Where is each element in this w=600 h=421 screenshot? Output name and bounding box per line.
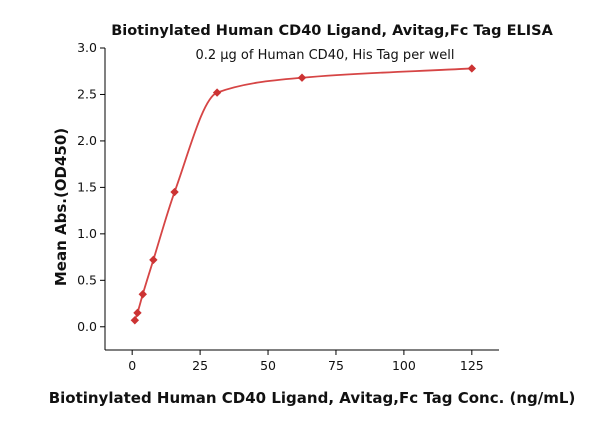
x-tick-label: 125 [460, 358, 484, 373]
x-tick-label: 0 [128, 358, 136, 373]
data-point [170, 187, 179, 197]
x-tick-label: 50 [260, 358, 276, 373]
x-tick-label: 75 [328, 358, 344, 373]
plot-area: 0 25 50 75 100 125 0.0 0.5 1.0 1.5 2.0 2.5 3.0 [77, 40, 499, 373]
x-axis-title: Biotinylated Human CD40 Ligand, Avitag,F… [49, 389, 576, 407]
data-points [130, 64, 477, 325]
data-point [149, 255, 158, 265]
data-point [133, 308, 142, 318]
y-tick-label: 1.0 [77, 226, 97, 241]
chart-subtitle: 0.2 μg of Human CD40, His Tag per well [195, 48, 454, 63]
y-tick-label: 2.5 [77, 86, 97, 101]
y-tick-label: 0.5 [77, 272, 97, 287]
data-point [467, 64, 477, 73]
data-point [138, 290, 147, 299]
chart-title: Biotinylated Human CD40 Ligand, Avitag,F… [111, 23, 553, 39]
y-tick-label: 1.5 [77, 179, 97, 194]
x-tick-label: 100 [392, 358, 416, 373]
fit-curve [133, 67, 472, 321]
y-tick-label: 2.0 [77, 133, 97, 148]
axis-ticks: 0 25 50 75 100 125 0.0 0.5 1.0 1.5 2.0 2.5 3.0 [77, 40, 484, 373]
y-tick-label: 0.0 [77, 319, 97, 334]
y-axis-title: Mean Abs.(OD450) [52, 128, 70, 286]
data-point [130, 316, 140, 325]
x-tick-label: 25 [192, 358, 208, 373]
data-point [212, 88, 222, 97]
y-tick-label: 3.0 [77, 40, 97, 55]
data-point [297, 73, 307, 82]
